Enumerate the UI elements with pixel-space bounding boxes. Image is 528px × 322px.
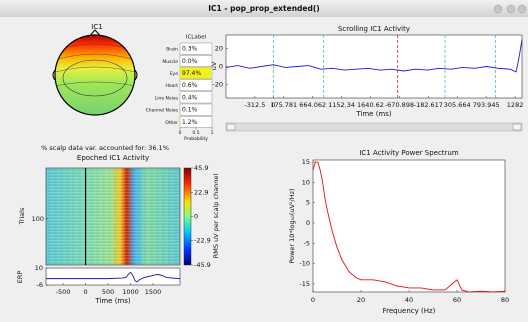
x-tick-label: 305.664 <box>444 101 471 109</box>
x-tick-label: 664.062 <box>299 101 326 109</box>
value-label: 0.6% <box>182 82 198 89</box>
x-axis-label: Frequency (Hz) <box>383 307 436 315</box>
data-line <box>225 39 523 73</box>
maximize-button[interactable] <box>506 4 516 14</box>
window-title: IC1 - pop_prop_extended() <box>208 4 319 13</box>
epoch-image-texture <box>45 167 181 266</box>
x-tick-label: 175.781 <box>270 101 297 109</box>
x-tick-label: -182.617 <box>414 101 443 109</box>
x-tick-label: 1000 <box>122 288 139 296</box>
spectrum-axes <box>312 159 506 293</box>
y-axis-label: Trials <box>18 207 26 225</box>
y-tick-label: 10 <box>302 178 310 186</box>
y-tick-label: 15 <box>302 158 310 166</box>
erp-axes <box>45 267 181 286</box>
x-axis-label: Time (ms) <box>94 297 131 305</box>
close-button[interactable] <box>517 4 527 14</box>
value-label: 0.1% <box>182 107 198 114</box>
x-tick-label: 0 <box>271 101 275 109</box>
y-axis-label: Power 10*log₁₀(uV²/Hz) <box>288 188 296 263</box>
x-tick-label: 1500 <box>145 288 162 296</box>
scroll-right-button[interactable] <box>512 123 522 131</box>
value-label: 1.2% <box>182 119 198 126</box>
category-label: Eye <box>170 71 179 77</box>
colorbar <box>183 167 192 266</box>
colorbar-tick-label: 45.9 <box>194 164 208 172</box>
data-line <box>46 271 181 283</box>
x-tick-label: 500 <box>102 288 114 296</box>
x-tick-label: -312.5 <box>244 101 265 109</box>
x-tick-label: 0 <box>84 288 88 296</box>
bar <box>180 67 212 79</box>
colorbar-label: RMS uV per scalp channel <box>212 174 220 259</box>
x-tick-label: 793.945 <box>473 101 500 109</box>
minimize-button[interactable] <box>493 4 503 14</box>
x-tick-label: 0.5 <box>192 130 199 136</box>
x-tick-label: 80 <box>501 296 509 304</box>
x-tick-label: 60 <box>453 296 461 304</box>
y-tick-label: 10 <box>35 264 43 272</box>
topoplot <box>52 29 138 116</box>
value-label: 0.4% <box>182 94 198 101</box>
category-label: Muscle <box>162 59 178 65</box>
y-tick-label: -5 <box>304 239 310 247</box>
scroll-title: Scrolling IC1 Activity <box>338 25 410 33</box>
colorbar-tick-label: 0 <box>194 213 198 221</box>
variance-text: % scalp data var. accounted for: 36.1% <box>41 144 169 152</box>
y-tick-label: 0 <box>306 219 310 227</box>
y-axis-label: uV <box>210 61 218 70</box>
category-label: Heart <box>165 83 178 89</box>
value-label: 97.4% <box>182 70 201 77</box>
image-title: Epoched IC1 Activity <box>77 154 149 162</box>
category-label: Line Noise <box>155 95 179 101</box>
colorbar-tick-label: 22.9 <box>194 188 208 196</box>
spectrum-title: IC1 Activity Power Spectrum <box>359 149 459 157</box>
y-tick-label: -6 <box>37 281 43 289</box>
data-line <box>312 161 506 293</box>
topo-title: IC1 <box>91 23 102 31</box>
title-bar <box>0 0 528 17</box>
x-tick-label: 0 <box>311 296 315 304</box>
colorbar-tick-label: -45.9 <box>194 261 211 269</box>
x-tick-label: 1640.62 <box>357 101 384 109</box>
y-axis-label: ERP <box>16 271 24 284</box>
colorbar-tick-label: -22.9 <box>194 237 211 245</box>
x-axis-label: Probability <box>184 136 208 142</box>
y-tick-label: -15 <box>299 280 310 288</box>
category-label: Channel Noise <box>146 108 179 114</box>
iclabel-title: ICLabel <box>186 35 207 41</box>
scroll-axes <box>225 34 523 99</box>
cell <box>179 55 213 67</box>
x-tick-label: 1282 <box>507 101 524 109</box>
value-label: 0.0% <box>182 58 198 65</box>
y-tick-label: 5 <box>306 199 310 207</box>
y-tick-label: 100 <box>32 215 44 223</box>
x-tick-label: 0 <box>179 130 182 136</box>
category-label: Brain <box>166 47 178 53</box>
y-tick-label: 20 <box>215 45 223 53</box>
y-tick-label: -20 <box>212 81 223 89</box>
value-label: 0.3% <box>182 46 198 53</box>
scroll-left-button[interactable] <box>226 123 236 131</box>
x-tick-label: 1152.34 <box>328 101 355 109</box>
x-tick-label: -670.898 <box>385 101 414 109</box>
y-tick-label: -10 <box>299 260 310 268</box>
y-tick-label: 0 <box>219 63 223 71</box>
x-tick-label: 20 <box>357 296 365 304</box>
scrollbar[interactable] <box>225 122 523 132</box>
x-tick-label: 1 <box>211 130 214 136</box>
x-axis-label: Time (ms) <box>355 110 392 118</box>
x-tick-label: 40 <box>405 296 413 304</box>
category-label: Other <box>165 120 178 126</box>
x-tick-label: -500 <box>56 288 71 296</box>
